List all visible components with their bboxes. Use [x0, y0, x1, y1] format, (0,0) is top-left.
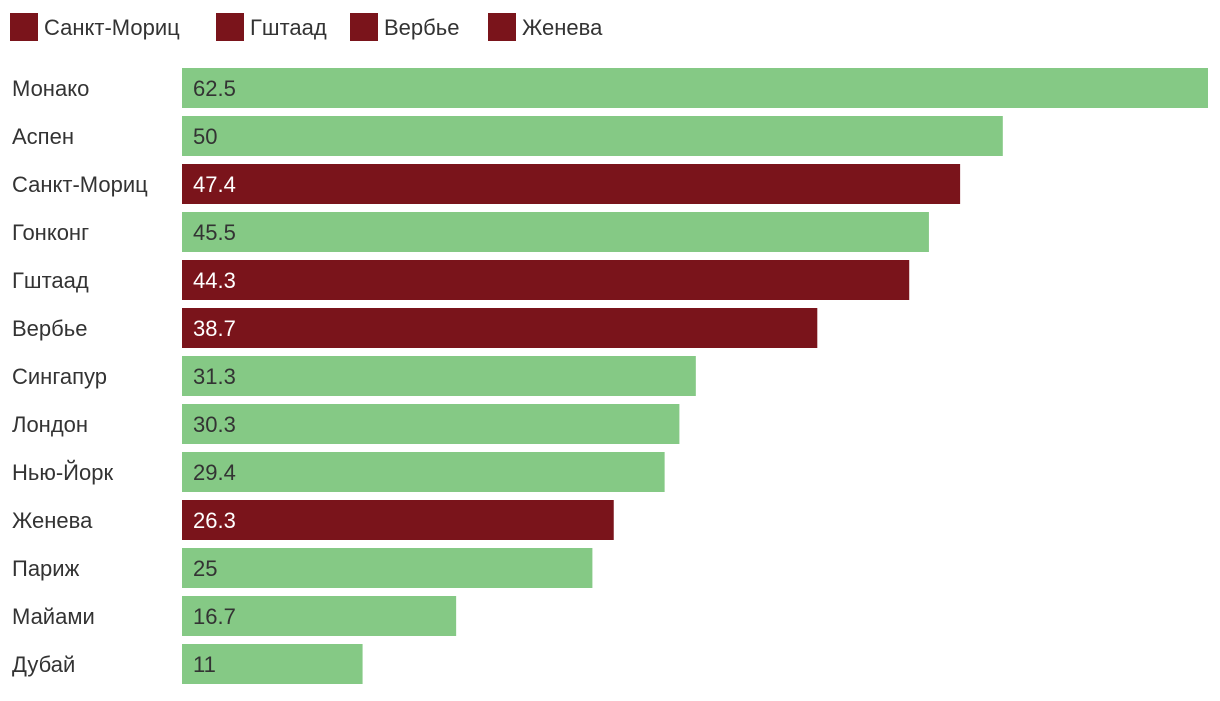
bars: [182, 68, 1208, 684]
bar-женева: [182, 500, 614, 540]
value-label-лондон: 30.3: [193, 412, 236, 437]
legend-swatch-санкт-мориц: [10, 13, 38, 41]
value-label-дубай: 11: [193, 652, 216, 677]
value-label-гонконг: 45.5: [193, 220, 236, 245]
bar-сингапур: [182, 356, 696, 396]
bar-дубай: [182, 644, 363, 684]
legend-swatch-женева: [488, 13, 516, 41]
value-labels: 62.5 50 47.4 45.5 44.3 38.7 31.3 30.3 29.4 26.3 25…: [193, 76, 236, 677]
category-label-гштаад: Гштаад: [12, 268, 89, 293]
legend-swatch-вербье: [350, 13, 378, 41]
value-label-монако: 62.5: [193, 76, 236, 101]
category-labels: Монако Аспен Санкт-Мориц Гонконг Гштаад Вербь…: [12, 76, 148, 677]
bar-париж: [182, 548, 593, 588]
bar-монако: [182, 68, 1208, 108]
category-label-вербье: Вербье: [12, 316, 87, 341]
bar-гштаад: [182, 260, 910, 300]
legend-swatch-гштаад: [216, 13, 244, 41]
category-label-париж: Париж: [12, 556, 80, 581]
category-label-монако: Монако: [12, 76, 89, 101]
category-label-санкт-мориц: Санкт-Мориц: [12, 172, 148, 197]
category-label-дубай: Дубай: [12, 652, 75, 677]
category-label-лондон: Лондон: [12, 412, 88, 437]
category-label-женева: Женева: [12, 508, 93, 533]
legend-label-женева: Женева: [522, 15, 603, 40]
legend: Санкт-Мориц Гштаад Вербье Женева: [10, 13, 603, 41]
value-label-гштаад: 44.3: [193, 268, 236, 293]
category-label-гонконг: Гонконг: [12, 220, 89, 245]
value-label-майами: 16.7: [193, 604, 236, 629]
value-label-вербье: 38.7: [193, 316, 236, 341]
value-label-париж: 25: [193, 556, 217, 581]
value-label-санкт-мориц: 47.4: [193, 172, 236, 197]
value-label-женева: 26.3: [193, 508, 236, 533]
bar-нью-йорк: [182, 452, 665, 492]
category-label-аспен: Аспен: [12, 124, 74, 149]
category-label-нью-йорк: Нью-Йорк: [12, 460, 113, 485]
category-label-майами: Майами: [12, 604, 95, 629]
bar-вербье: [182, 308, 818, 348]
value-label-сингапур: 31.3: [193, 364, 236, 389]
bar-санкт-мориц: [182, 164, 961, 204]
legend-label-вербье: Вербье: [384, 15, 459, 40]
bar-аспен: [182, 116, 1003, 156]
bar-майами: [182, 596, 457, 636]
legend-label-гштаад: Гштаад: [250, 15, 327, 40]
legend-label-санкт-мориц: Санкт-Мориц: [44, 15, 180, 40]
value-label-аспен: 50: [193, 124, 217, 149]
value-label-нью-йорк: 29.4: [193, 460, 236, 485]
bar-лондон: [182, 404, 680, 444]
category-label-сингапур: Сингапур: [12, 364, 107, 389]
bar-гонконг: [182, 212, 929, 252]
